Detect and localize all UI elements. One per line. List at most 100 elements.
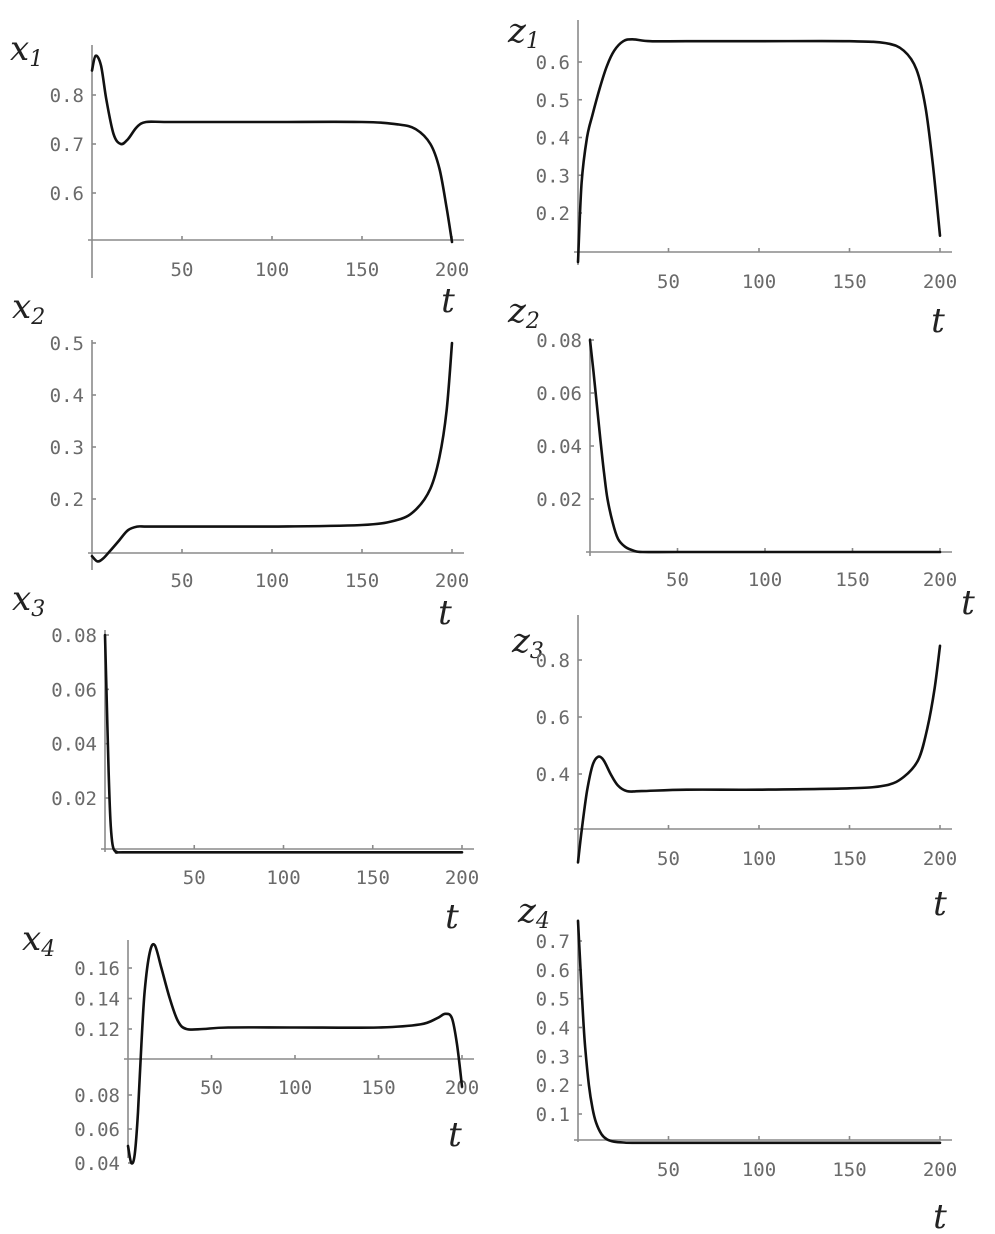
y-tick-label: 0.06 [51, 679, 97, 701]
y-tick-label: 0.1 [536, 1104, 570, 1126]
y-tick-label: 0.5 [50, 333, 84, 355]
x-tick-label: 150 [832, 271, 866, 293]
y-tick-label: 0.2 [50, 489, 84, 511]
x-axis-label: t [441, 281, 455, 321]
x-axis-label: t [438, 593, 452, 633]
x-tick-label: 150 [835, 569, 869, 591]
x-tick-label: 100 [266, 867, 300, 889]
y-tick-label: 0.06 [74, 1119, 120, 1141]
y-tick-label: 0.08 [51, 625, 97, 647]
x-tick-label: 100 [742, 848, 776, 870]
x-tick-label: 200 [445, 867, 479, 889]
x-tick-label: 200 [435, 570, 469, 592]
panel-x3: x3 t 50 100 150 200 0.02 0.04 0.06 0.08 [12, 579, 479, 937]
x-tick-label: 100 [742, 1159, 776, 1181]
panel-title: z2 [507, 291, 540, 334]
panel-title: x2 [12, 287, 45, 330]
y-tick-label: 0.04 [51, 734, 97, 756]
x-tick-label: 150 [345, 259, 379, 281]
x-tick-label: 200 [435, 259, 469, 281]
y-tick-label: 0.6 [50, 183, 84, 205]
y-tick-label: 0.2 [536, 203, 570, 225]
x-tick-label: 50 [657, 1159, 680, 1181]
x-tick-label: 50 [171, 570, 194, 592]
x-tick-label: 200 [923, 569, 957, 591]
x-axis-label: t [448, 1115, 462, 1155]
panel-z1: z1 t 50 100 150 200 0.2 0.3 0.4 0.5 0.6 [507, 11, 957, 341]
y-tick-label: 0.3 [50, 437, 84, 459]
y-tick-label: 0.5 [536, 90, 570, 112]
x-tick-label: 50 [200, 1077, 223, 1099]
y-tick-label: 0.8 [50, 85, 84, 107]
x-tick-label: 200 [445, 1077, 479, 1099]
y-tick-label: 0.02 [536, 489, 582, 511]
series-line-x3 [103, 633, 464, 854]
series-line-z2 [588, 338, 942, 554]
series-line-z1 [576, 38, 942, 264]
x-tick-label: 50 [657, 271, 680, 293]
x-tick-label: 100 [742, 271, 776, 293]
x-tick-label: 200 [923, 1159, 957, 1181]
x-tick-label: 100 [255, 259, 289, 281]
y-tick-label: 0.14 [74, 989, 120, 1011]
y-tick-label: 0.16 [74, 958, 120, 980]
x-axis-label: t [445, 897, 459, 937]
panel-x4: x4 t 50 100 150 200 0.04 0.06 0.08 0.12 0.14 0.16 [22, 919, 479, 1175]
x-tick-label: 200 [923, 848, 957, 870]
panel-x1: x1 t 50 100 150 200 0.6 0.7 0.8 [10, 29, 469, 321]
x-tick-label: 100 [255, 570, 289, 592]
y-tick-label: 0.6 [536, 707, 570, 729]
y-tick-label: 0.4 [536, 764, 570, 786]
x-tick-label: 100 [748, 569, 782, 591]
x-tick-label: 50 [171, 259, 194, 281]
x-tick-label: 50 [657, 848, 680, 870]
x-axis-label: t [961, 583, 975, 623]
y-tick-label: 0.08 [536, 330, 582, 352]
panel-z2: z2 t 50 100 150 200 0.02 0.04 0.06 0.08 [507, 291, 975, 623]
y-tick-label: 0.12 [74, 1019, 120, 1041]
y-tick-label: 0.04 [74, 1153, 120, 1175]
y-tick-label: 0.08 [74, 1085, 120, 1107]
x-tick-label: 150 [345, 570, 379, 592]
panel-title: z4 [517, 891, 550, 934]
series-line-z4 [576, 919, 942, 1145]
series-line-x2 [90, 341, 454, 563]
x-tick-label: 150 [832, 848, 866, 870]
x-axis-label: t [933, 884, 947, 924]
x-tick-label: 50 [183, 867, 206, 889]
panel-z4: z4 t 50 100 150 200 0.1 0.2 0.3 0.4 0.5 0.6 0.7 [517, 891, 957, 1234]
y-tick-label: 0.5 [536, 989, 570, 1011]
series-line-z3 [576, 644, 942, 864]
x-axis-label: t [933, 1197, 947, 1234]
x-axis-label: t [931, 301, 945, 341]
panel-x2: x2 t 50 100 150 200 0.2 0.3 0.4 0.5 [12, 287, 469, 633]
panel-title: z1 [507, 11, 540, 54]
y-tick-label: 0.7 [50, 134, 84, 156]
panel-title: x4 [22, 919, 55, 962]
y-tick-label: 0.02 [51, 788, 97, 810]
y-tick-label: 0.04 [536, 436, 582, 458]
y-tick-label: 0.4 [536, 128, 570, 150]
y-tick-label: 0.2 [536, 1075, 570, 1097]
y-tick-label: 0.4 [50, 385, 84, 407]
x-tick-label: 50 [666, 569, 689, 591]
y-tick-label: 0.8 [536, 650, 570, 672]
y-tick-label: 0.3 [536, 1046, 570, 1068]
x-tick-label: 100 [278, 1077, 312, 1099]
panel-title: x3 [12, 579, 45, 622]
x-tick-label: 150 [356, 867, 390, 889]
x-tick-label: 150 [361, 1077, 395, 1099]
x-tick-label: 200 [923, 271, 957, 293]
y-tick-label: 0.6 [536, 52, 570, 74]
y-tick-label: 0.06 [536, 383, 582, 405]
y-tick-label: 0.6 [536, 960, 570, 982]
series-line-x1 [90, 54, 454, 244]
series-line-x4 [126, 942, 464, 1165]
y-tick-label: 0.3 [536, 165, 570, 187]
y-tick-label: 0.4 [536, 1018, 570, 1040]
x-tick-label: 150 [832, 1159, 866, 1181]
y-tick-label: 0.7 [536, 931, 570, 953]
panel-title: x1 [10, 29, 43, 72]
